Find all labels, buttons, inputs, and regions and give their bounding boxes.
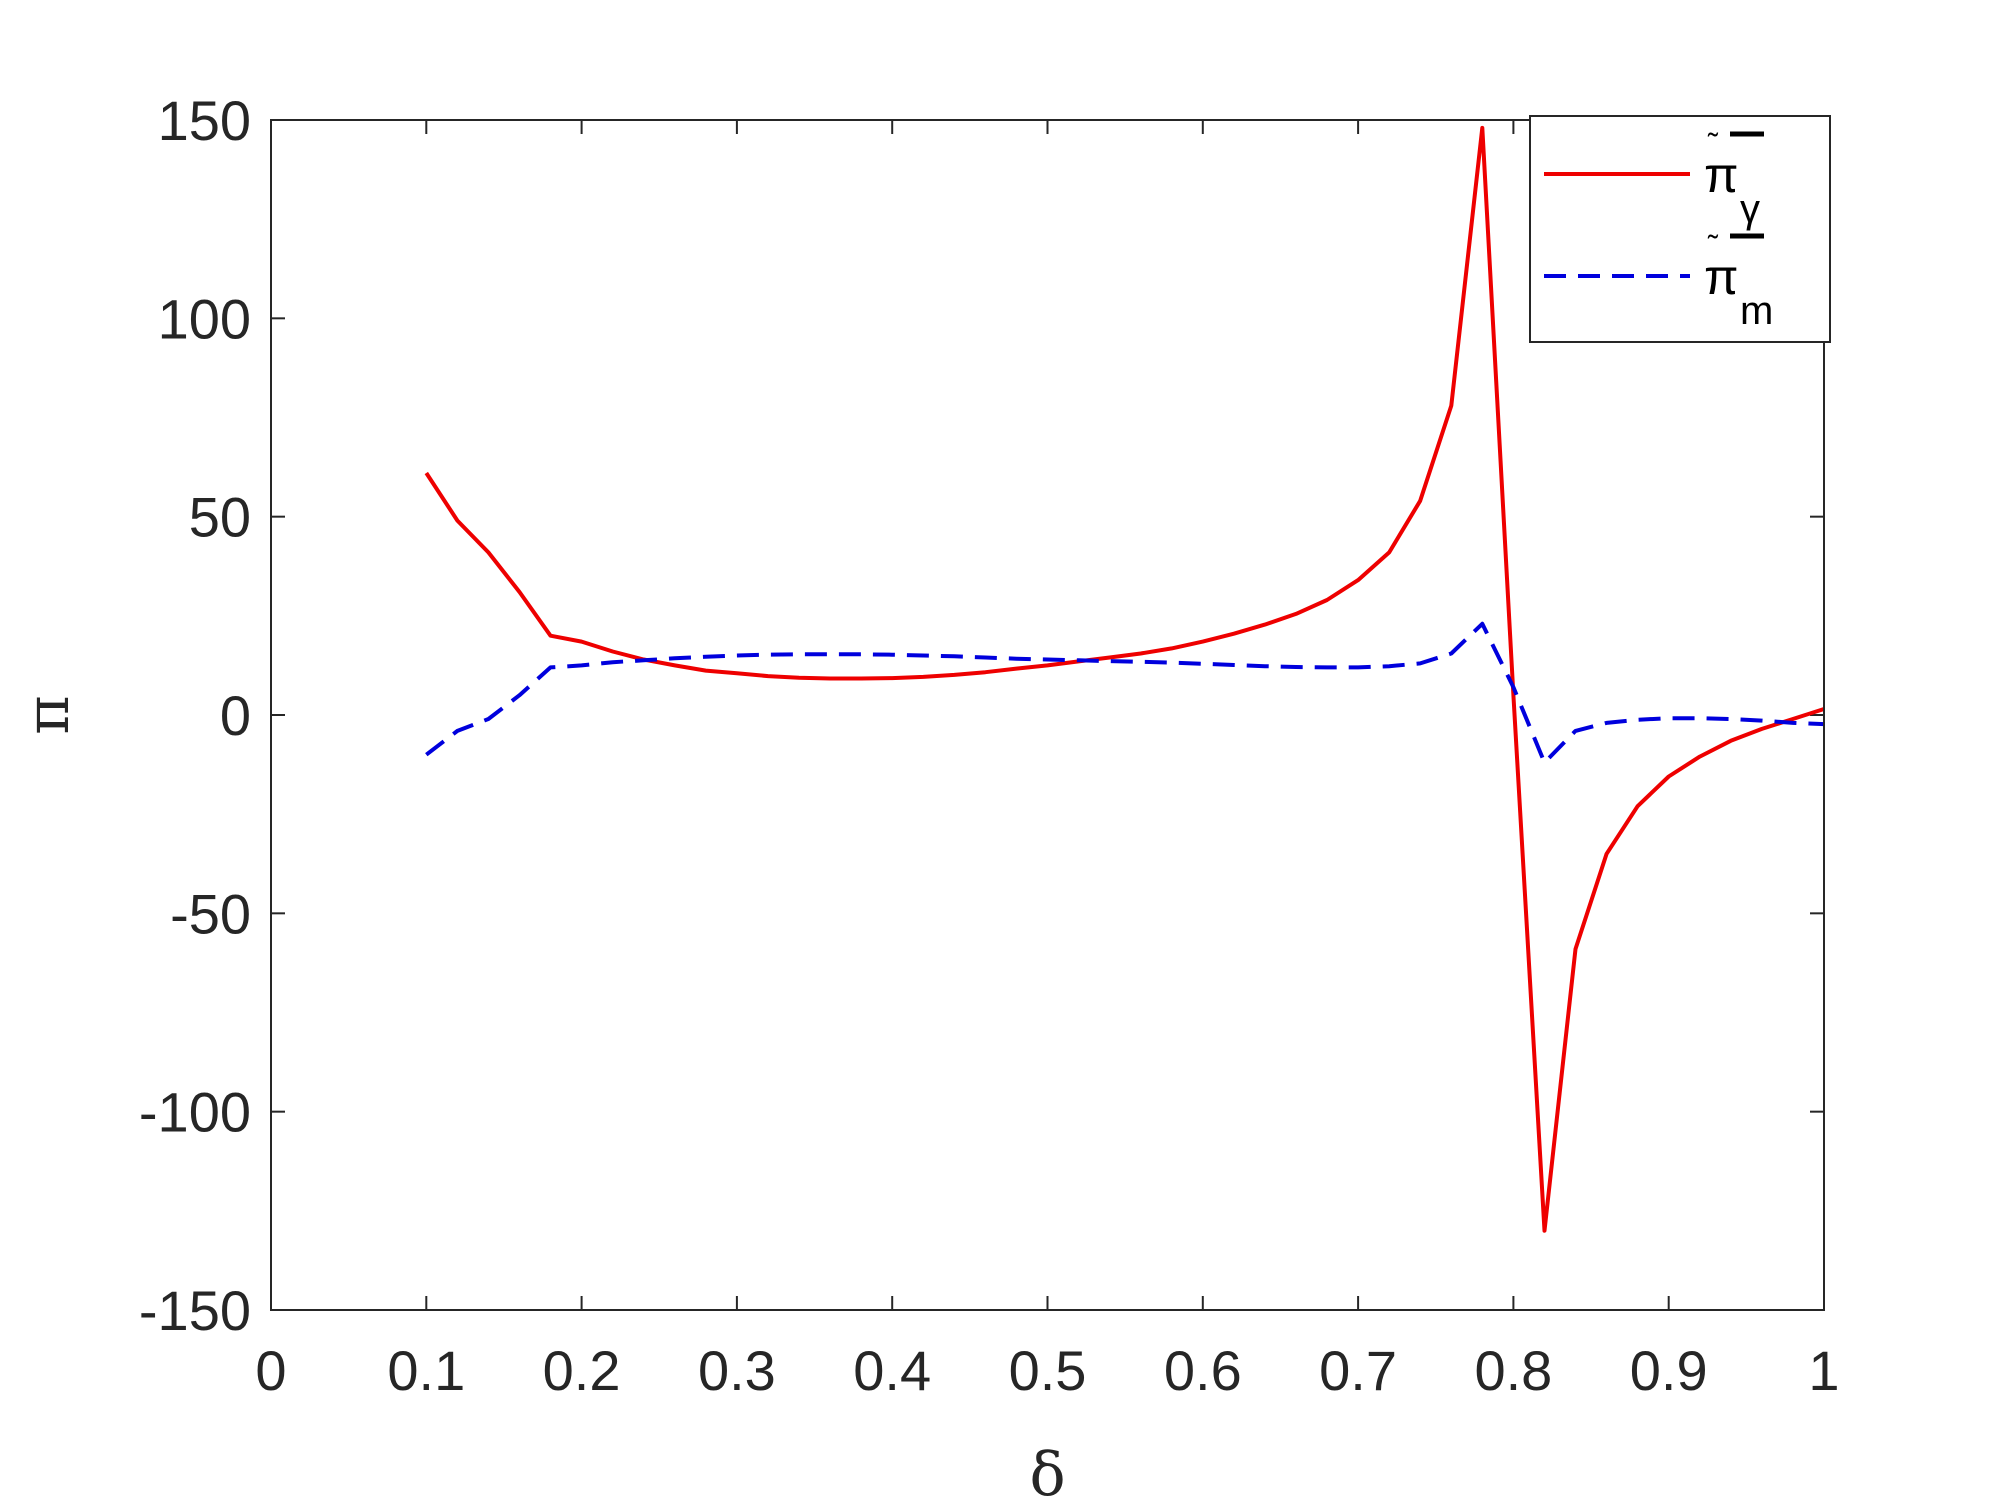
x-tick-label: 0.3 [698, 1339, 776, 1402]
legend-label: π [1704, 249, 1739, 305]
x-tick-label: 0.7 [1319, 1339, 1397, 1402]
x-tick-label: 0.8 [1474, 1339, 1552, 1402]
x-tick-label: 1 [1808, 1339, 1839, 1402]
x-tick-label: 0.4 [853, 1339, 931, 1402]
legend-subscript: m [1740, 289, 1773, 333]
x-tick-label: 0 [255, 1339, 286, 1402]
y-tick-label: 150 [158, 89, 251, 152]
x-tick-label: 0.2 [543, 1339, 621, 1402]
x-axis-label: δ [1029, 1440, 1065, 1499]
legend-label: π [1704, 147, 1739, 203]
y-tick-label: -100 [139, 1081, 251, 1144]
y-axis-label: π [13, 695, 83, 734]
series-line-m [425, 621, 1825, 765]
legend: π˜γπ˜m [1529, 115, 1831, 343]
x-tick-label: 0.9 [1630, 1339, 1708, 1402]
legend-entries: π˜γπ˜m [1544, 128, 1773, 333]
y-tick-label: 50 [189, 486, 251, 549]
x-tick-label: 0.6 [1164, 1339, 1242, 1402]
y-tick-label: -50 [170, 882, 251, 945]
x-tick-label: 0.1 [387, 1339, 465, 1402]
y-tick-labels: 150 100 50 0 -50 -100 -150 [139, 89, 251, 1342]
axis-ticks [270, 119, 1825, 1311]
series-lines [424, 125, 1825, 1233]
legend-box [1529, 115, 1831, 343]
y-tick-label: 100 [158, 287, 251, 350]
axes-box [270, 119, 1825, 1311]
series-line-γ [424, 125, 1825, 1233]
legend-tilde-accent: ˜ [1707, 230, 1719, 263]
legend-tilde-accent: ˜ [1707, 128, 1719, 161]
x-tick-label: 0.5 [1009, 1339, 1087, 1402]
y-tick-label: -150 [139, 1279, 251, 1342]
y-tick-label: 0 [220, 684, 251, 747]
legend-subscript: γ [1740, 187, 1760, 231]
x-tick-labels: 0 0.1 0.2 0.3 0.4 0.5 0.6 0.7 0.8 0.9 1 [255, 1339, 1839, 1402]
